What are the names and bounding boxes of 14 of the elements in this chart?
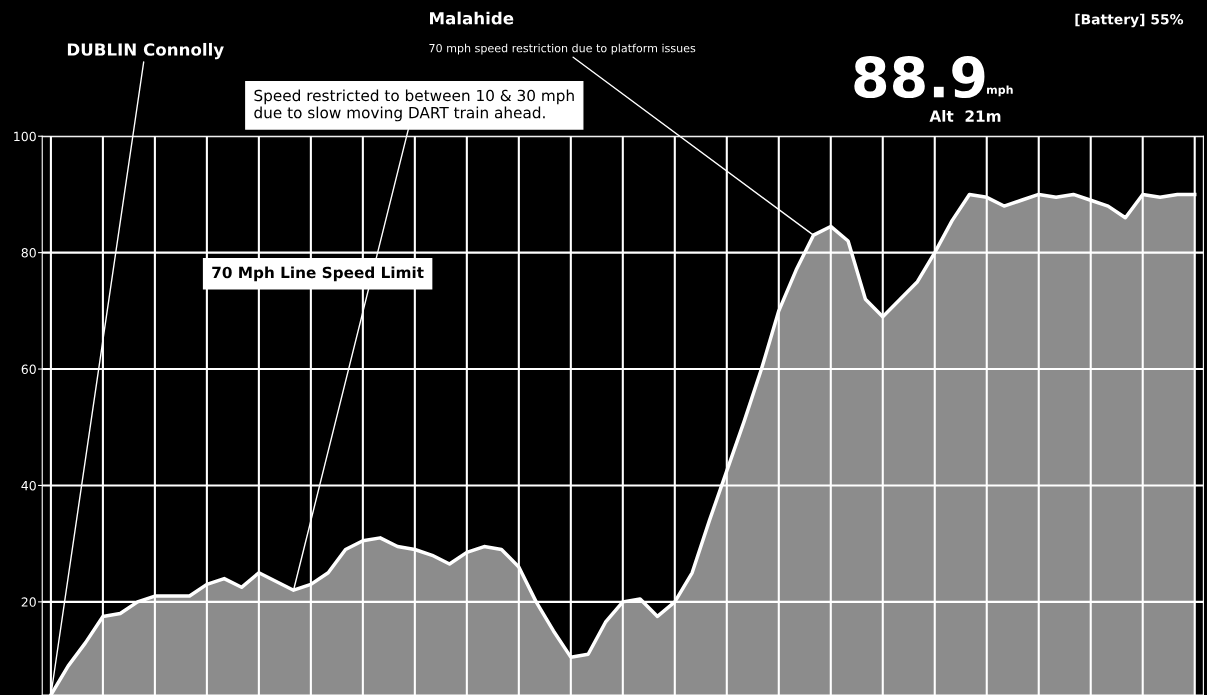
text: Malahide bbox=[430, 11, 514, 25]
text: mph bbox=[987, 85, 1013, 97]
text: Speed restricted to between 10 & 30 mph due to slow moving DART train ahead. bbox=[254, 89, 574, 122]
text: Alt 21m bbox=[929, 110, 1001, 122]
y-tick-label: 60 bbox=[21, 364, 36, 374]
text: 70 mph speed restriction due to platform issues bbox=[429, 43, 696, 55]
text: [Battery] 55% bbox=[1075, 13, 1184, 28]
text: DUBLIN Connolly bbox=[67, 42, 224, 60]
annotation: 70 Mph Line Speed Limit bbox=[212, 266, 424, 282]
y-tick-label: 20 bbox=[21, 597, 36, 607]
y-tick-label: 40 bbox=[21, 480, 36, 491]
y-tick-label: 100 bbox=[14, 131, 36, 142]
y-tick-label: 80 bbox=[21, 248, 36, 258]
text: 88.9 bbox=[854, 56, 985, 99]
